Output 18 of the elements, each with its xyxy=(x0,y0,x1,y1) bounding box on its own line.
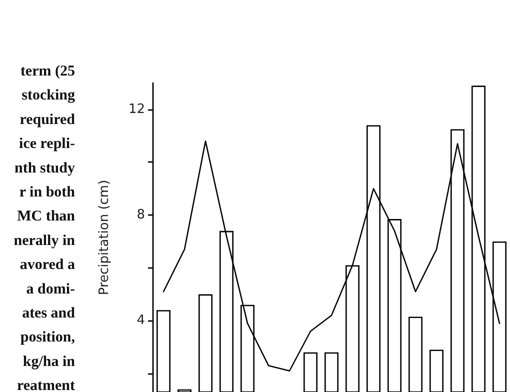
y-tick-label: 12 xyxy=(128,102,145,117)
text: required xyxy=(20,112,76,128)
text: stocking xyxy=(22,88,76,104)
y-tick-label: 4 xyxy=(136,313,145,328)
text: ice repli- xyxy=(19,136,75,152)
text: term (25 xyxy=(20,64,75,80)
y-axis-title: Precipitation (cm) xyxy=(97,180,112,296)
text: MC than xyxy=(17,208,76,225)
text: r in both xyxy=(19,184,76,200)
text: position, xyxy=(20,330,76,346)
y-tick-label: 8 xyxy=(136,208,145,223)
text: ates and xyxy=(22,306,76,322)
text: avored a xyxy=(20,257,76,274)
text: nth study xyxy=(14,160,76,176)
text: nerally in xyxy=(14,232,76,249)
text: reatment xyxy=(16,378,76,392)
text: a domi- xyxy=(26,281,76,298)
text: kg/ha in xyxy=(22,354,76,370)
